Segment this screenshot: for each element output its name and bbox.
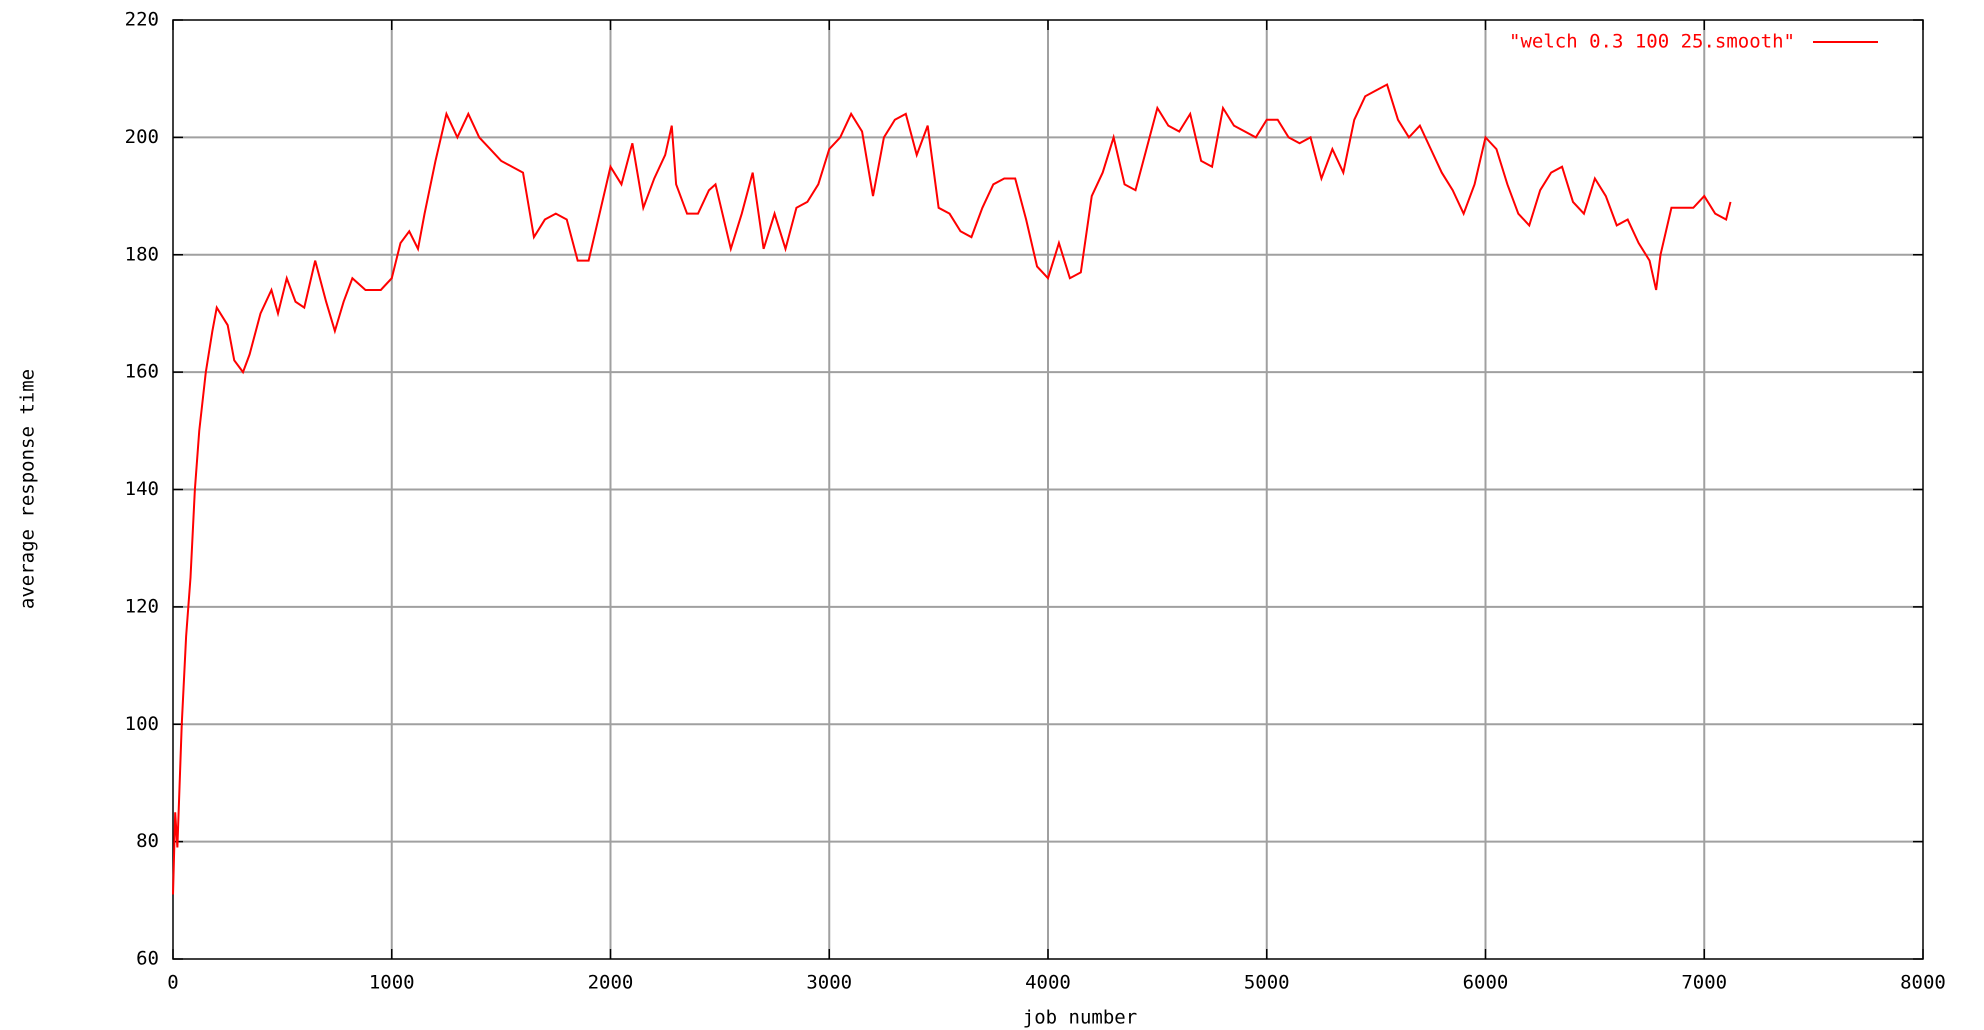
y-tick-label: 140 [125, 478, 159, 500]
legend-label: "welch 0.3 100 25.smooth" [1509, 31, 1795, 53]
x-tick-label: 8000 [1900, 972, 1946, 994]
x-tick-label: 5000 [1244, 972, 1290, 994]
data-line [172, 83, 1732, 895]
y-tick-label: 80 [136, 830, 159, 852]
y-tick-label: 180 [125, 243, 159, 265]
x-tick-label: 1000 [369, 972, 415, 994]
y-tick-label: 120 [125, 595, 159, 617]
y-tick-label: 100 [125, 713, 159, 735]
y-tick-label: 200 [125, 126, 159, 148]
x-tick-label: 6000 [1463, 972, 1509, 994]
y-axis-label: average response time [17, 369, 39, 609]
x-tick-label: 0 [167, 972, 178, 994]
x-axis-label: job number [1023, 1007, 1137, 1029]
y-tick-label: 60 [136, 948, 159, 970]
x-tick-label: 2000 [588, 972, 634, 994]
y-tick-label: 220 [125, 9, 159, 31]
x-tick-label: 3000 [806, 972, 852, 994]
plot-frame [172, 19, 1924, 960]
x-tick-label: 4000 [1025, 972, 1071, 994]
x-tick-label: 7000 [1681, 972, 1727, 994]
y-tick-label: 160 [125, 361, 159, 383]
